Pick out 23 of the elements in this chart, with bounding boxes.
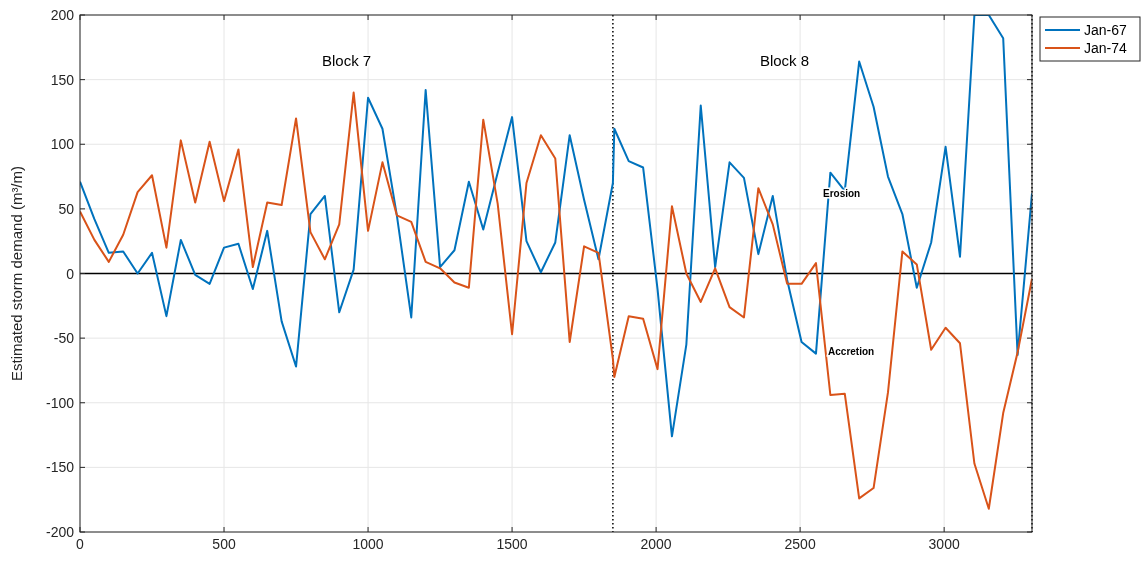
y-tick-label: -100 (45, 394, 75, 411)
x-tick-label: 2500 (784, 536, 816, 552)
y-tick-label: 0 (66, 265, 75, 282)
legend-label: Jan-74 (1084, 40, 1128, 56)
x-tick-label: 500 (212, 536, 236, 552)
y-tick-label: -200 (45, 524, 75, 540)
y-axis-title: Estimated storm demand (m³/m) (8, 165, 25, 382)
y-tick-label: 50 (58, 200, 75, 217)
y-tick-label: 200 (50, 7, 75, 23)
x-tick-label: 3000 (928, 536, 960, 552)
x-tick-label: 0 (76, 536, 85, 552)
x-tick-label: 1000 (352, 536, 384, 552)
x-tick-label: 2000 (640, 536, 672, 552)
annotation: Block 7 (321, 51, 372, 69)
annotation: Block 8 (759, 51, 810, 69)
annotation: Accretion (828, 346, 875, 358)
legend-label: Jan-67 (1084, 22, 1128, 38)
y-tick-label: -150 (45, 459, 75, 476)
y-tick-label: 100 (50, 136, 75, 153)
line-series (80, 91, 1032, 510)
x-tick-label: 1500 (496, 536, 528, 552)
y-tick-label: 150 (50, 71, 75, 88)
y-tick-label: -50 (53, 330, 75, 347)
